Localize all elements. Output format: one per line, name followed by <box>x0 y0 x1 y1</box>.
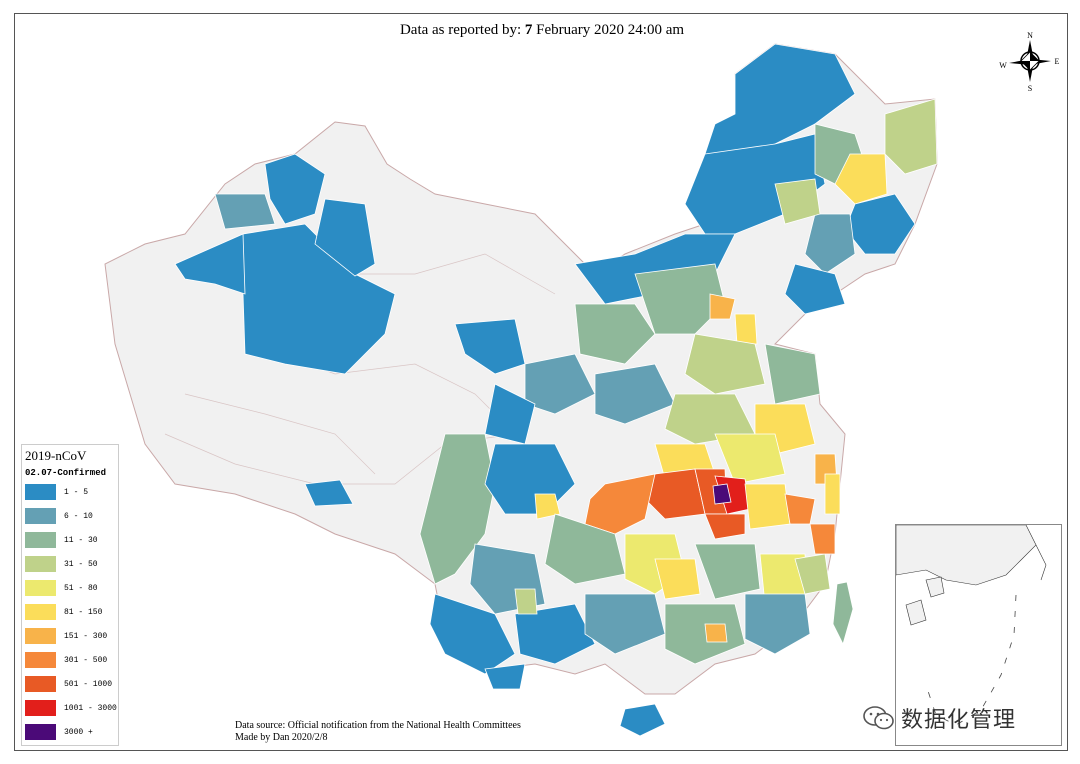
north-china-regions <box>594 263 821 455</box>
map-title: Data as reported by: 7 February 2020 24:… <box>15 22 1067 39</box>
compass-west-label: W <box>999 61 1007 70</box>
legend-item: 6 - 10 <box>22 504 118 528</box>
data-source-note: Data source: Official notification from … <box>235 720 521 744</box>
legend-label: 1 - 5 <box>64 487 89 497</box>
title-day: 7 <box>524 22 533 38</box>
legend-item: 11 - 30 <box>22 528 118 552</box>
title-suffix: February 2020 24:00 am <box>532 22 685 38</box>
compass-south-label: S <box>1028 84 1032 92</box>
map-frame: Data as reported by: 7 February 2020 24:… <box>14 13 1068 751</box>
legend-label: 51 - 80 <box>64 583 98 593</box>
legend-item: 31 - 50 <box>22 552 118 576</box>
legend-item: 1 - 5 <box>22 480 118 504</box>
legend-item: 51 - 80 <box>22 576 118 600</box>
legend-swatch <box>25 652 56 668</box>
compass-north-label: N <box>1027 31 1033 40</box>
source-line-2: Made by Dan 2020/2/8 <box>235 732 328 743</box>
source-line-1: Data source: Official notification from … <box>235 720 521 731</box>
legend-label: 301 - 500 <box>64 655 108 665</box>
legend-label: 11 - 30 <box>64 535 98 545</box>
legend-title: 2019-nCoV <box>25 448 87 463</box>
legend-swatch <box>25 628 56 644</box>
legend-item: 501 - 1000 <box>22 672 118 696</box>
legend-label: 6 - 10 <box>64 511 93 521</box>
legend-swatch <box>25 724 56 740</box>
legend-label: 151 - 300 <box>64 631 108 641</box>
title-prefix: Data as reported by: <box>399 22 525 38</box>
legend-item: 3000 + <box>22 720 118 744</box>
china-map <box>104 43 938 737</box>
legend-swatch <box>25 604 56 620</box>
compass-east-label: E <box>1055 57 1060 66</box>
legend-items: 1 - 5 6 - 10 11 - 30 31 - 50 51 - 80 81 - 150… <box>22 480 118 744</box>
legend-item: 301 - 500 <box>22 648 118 672</box>
legend-swatch <box>25 508 56 524</box>
taiwan-region <box>832 581 854 646</box>
central-china-regions <box>584 433 838 540</box>
compass-rose-icon: N S E W <box>999 31 1060 92</box>
legend-subtitle: 02.07-Confirmed <box>25 468 107 478</box>
legend-item: 81 - 150 <box>22 600 118 624</box>
legend-item: 151 - 300 <box>22 624 118 648</box>
southwest-regions <box>429 443 626 690</box>
legend-swatch <box>25 580 56 596</box>
xinjiang-regions <box>174 153 396 507</box>
legend-item: 1001 - 3000 <box>22 696 118 720</box>
northeast-regions <box>574 43 938 315</box>
northwest-regions <box>419 303 656 585</box>
legend-label: 81 - 150 <box>64 607 103 617</box>
south-regions <box>584 473 841 665</box>
legend-label: 31 - 50 <box>64 559 98 569</box>
wechat-icon <box>863 706 894 730</box>
watermark-text: 数据化管理 <box>901 708 1017 733</box>
legend-swatch <box>25 676 56 692</box>
legend-swatch <box>25 556 56 572</box>
legend-swatch <box>25 700 56 716</box>
south-china-sea-inset <box>895 524 1062 746</box>
watermark: 数据化管理 <box>863 702 1016 734</box>
legend-label: 1001 - 3000 <box>64 703 117 713</box>
legend-swatch <box>25 484 56 500</box>
hainan-region <box>619 703 666 737</box>
legend-swatch <box>25 532 56 548</box>
legend: 2019-nCoV 02.07-Confirmed 1 - 5 6 - 10 11 … <box>21 444 119 746</box>
legend-label: 3000 + <box>64 727 93 737</box>
legend-label: 501 - 1000 <box>64 679 113 689</box>
